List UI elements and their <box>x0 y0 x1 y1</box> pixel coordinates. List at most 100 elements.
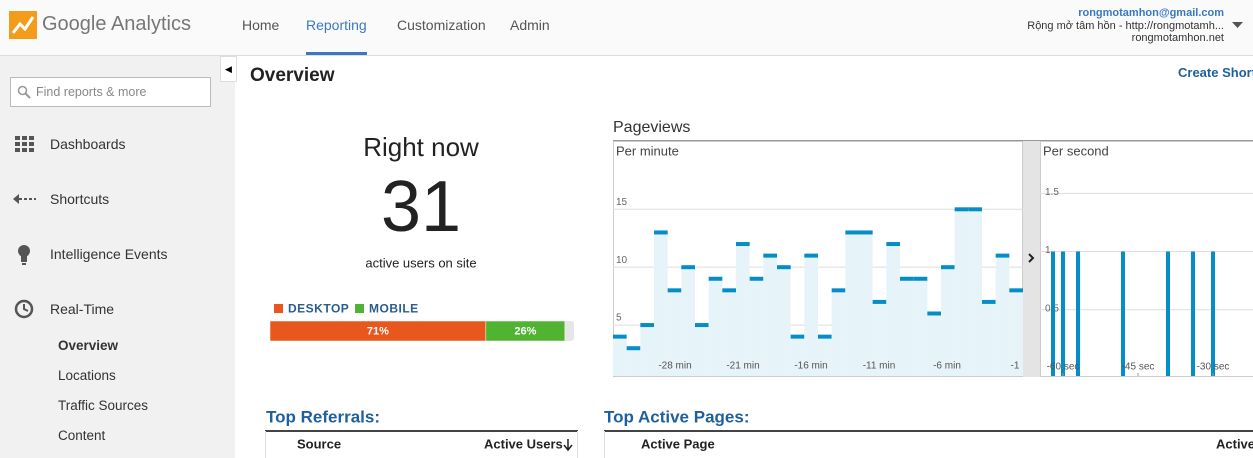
step-bar <box>654 230 668 376</box>
nav-item[interactable]: Dashboards <box>50 136 126 152</box>
x-tick-label: -16 min <box>794 361 827 372</box>
per-minute-label: Per minute <box>616 143 679 158</box>
x-tick-label: -1 <box>1011 361 1020 372</box>
step-bar <box>613 334 627 376</box>
x-tick-label: -21 min <box>726 361 759 372</box>
y-tick-label: 10 <box>616 255 628 266</box>
split-label: 71% <box>367 325 389 337</box>
step-bar <box>749 276 764 376</box>
step-bar <box>818 334 832 376</box>
step-area <box>722 290 736 376</box>
x-tick-label: -60 sec <box>1047 362 1080 373</box>
page-title: Overview <box>250 65 335 86</box>
pages-title: Top Active Pages: <box>604 407 749 426</box>
legend-swatch <box>274 304 283 313</box>
step-bar <box>941 265 955 376</box>
nav-link[interactable]: Admin <box>510 17 550 33</box>
step-area <box>886 244 900 376</box>
step-bar <box>640 323 654 376</box>
step-bar <box>831 288 846 376</box>
x-tick-label: -30 sec <box>1197 362 1230 373</box>
account-domain[interactable]: rongmotamhon.net <box>1131 32 1224 44</box>
y-tick-label: 5 <box>616 313 622 324</box>
step-bar <box>968 207 982 376</box>
step-bar <box>995 253 1010 376</box>
logo-icon <box>9 11 37 39</box>
step-bar <box>872 299 887 376</box>
search-placeholder: Find reports & more <box>36 85 147 99</box>
sub-nav-item[interactable]: Content <box>58 428 106 443</box>
y-tick-label: 1.5 <box>1045 187 1059 198</box>
second-bar <box>1051 251 1055 376</box>
nav-link[interactable]: Home <box>242 17 280 33</box>
sub-nav-item[interactable]: Locations <box>58 368 116 383</box>
step-bar <box>667 288 682 376</box>
step-area <box>736 244 750 376</box>
step-area <box>982 301 996 376</box>
nav-item[interactable]: Intelligence Events <box>50 246 168 262</box>
active-count: 31 <box>381 167 461 247</box>
y-tick-label: 15 <box>616 197 628 208</box>
legend-swatch <box>355 304 364 313</box>
nav-item[interactable]: Real-Time <box>50 301 115 317</box>
step-area <box>913 278 928 376</box>
step-bar <box>777 265 791 376</box>
sub-nav-item[interactable]: Traffic Sources <box>58 398 149 413</box>
step-bar <box>626 346 641 376</box>
collapse-button[interactable]: ◀ <box>220 56 237 82</box>
step-area <box>790 336 805 376</box>
x-tick-label: -11 min <box>863 361 896 372</box>
step-area <box>1009 290 1023 376</box>
step-area <box>927 313 941 376</box>
nav-item[interactable]: Shortcuts <box>50 191 110 207</box>
search-box[interactable]: Find reports & more <box>10 77 211 107</box>
step-bar <box>954 207 969 376</box>
step-bar <box>804 253 818 376</box>
step-area <box>777 267 791 376</box>
divider-arrow[interactable] <box>1028 253 1035 263</box>
step-bar <box>722 288 736 376</box>
nav-link[interactable]: Reporting <box>306 17 367 33</box>
x-tick-label: -45 sec <box>1122 362 1155 373</box>
pageviews-title: Pageviews <box>613 119 690 136</box>
y-tick-label: 1 <box>1045 245 1051 256</box>
dashboards-icon <box>15 136 34 152</box>
active-caption: active users on site <box>365 255 476 270</box>
step-area <box>818 336 832 376</box>
header: Google Analytics Home Reporting Customiz… <box>0 0 1253 56</box>
step-area <box>763 255 777 376</box>
nav-link[interactable]: Customization <box>397 17 486 33</box>
logo-text[interactable]: Google Analytics <box>42 13 191 35</box>
search-icon <box>17 85 31 99</box>
account-dropdown[interactable] <box>1232 22 1243 29</box>
account-email[interactable]: rongmotamhon@gmail.com <box>1078 7 1224 19</box>
step-bar <box>913 276 928 376</box>
nav-underline <box>306 52 367 55</box>
step-area <box>831 290 846 376</box>
step-area <box>749 278 764 376</box>
step-bar <box>1009 288 1023 376</box>
split-label: 26% <box>514 325 536 337</box>
step-area <box>695 325 709 376</box>
column-header[interactable]: Active <box>1216 436 1253 451</box>
step-bar <box>763 253 777 376</box>
second-bar <box>1191 251 1195 376</box>
step-area <box>995 255 1010 376</box>
step-bar <box>681 265 695 376</box>
create-shortcut[interactable]: Create Short <box>1178 65 1253 80</box>
shortcuts-icon <box>13 194 36 204</box>
sub-nav-item[interactable]: Overview <box>58 338 119 353</box>
step-bar <box>845 230 859 376</box>
realtime-icon <box>14 299 34 319</box>
step-area <box>900 278 914 376</box>
column-header[interactable]: Active Users <box>484 436 563 451</box>
split-segment <box>485 320 566 342</box>
column-header[interactable]: Source <box>297 436 341 451</box>
referrals-title: Top Referrals: <box>266 407 380 426</box>
column-header[interactable]: Active Page <box>641 436 715 451</box>
step-area <box>640 325 654 376</box>
step-area <box>859 232 873 376</box>
account-site[interactable]: Rộng mở tâm hồn - http://rongmotamh... <box>1027 20 1224 32</box>
step-area <box>872 301 887 376</box>
